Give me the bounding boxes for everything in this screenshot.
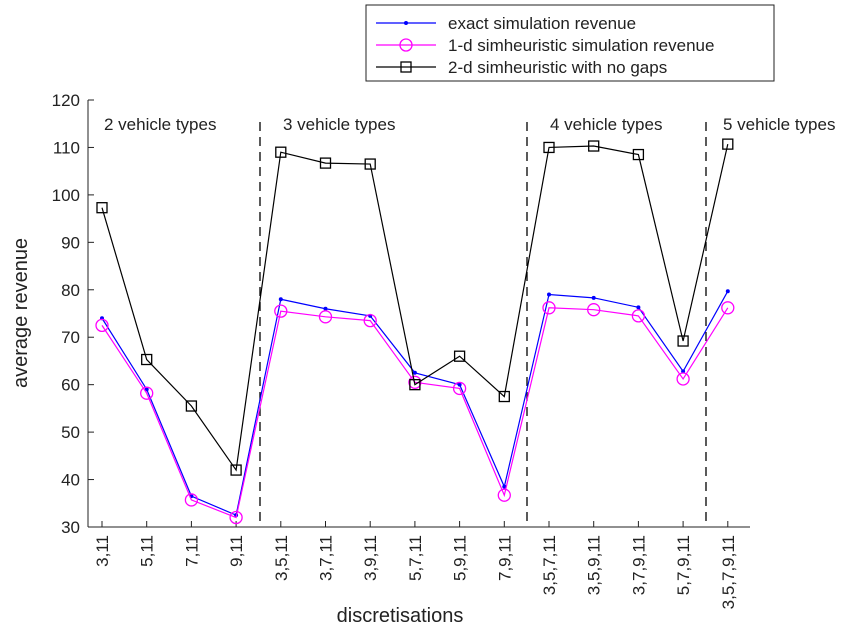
point — [275, 146, 287, 158]
legend: exact simulation revenue 1-d simheuristic… — [365, 4, 775, 82]
point — [591, 295, 596, 300]
y-tick-label: 110 — [53, 138, 80, 157]
legend-label: 2-d simheuristic with no gaps — [448, 58, 667, 77]
point — [404, 21, 408, 25]
point — [498, 390, 510, 403]
x-axis-label: discretisations — [337, 605, 464, 627]
point — [587, 303, 601, 317]
point — [412, 370, 417, 375]
point — [721, 301, 735, 315]
point — [632, 148, 645, 161]
point — [400, 61, 412, 73]
point — [364, 158, 376, 170]
point — [185, 400, 198, 412]
point — [453, 350, 466, 362]
y-axis-label: average revenue — [10, 238, 32, 388]
point — [141, 353, 153, 366]
point — [363, 313, 377, 328]
y-tick-label: 30 — [61, 518, 80, 537]
point — [229, 510, 243, 525]
x-tick-label: 3,5,7,9,11 — [719, 535, 738, 609]
y-tick-label: 90 — [61, 233, 80, 252]
point — [96, 202, 108, 214]
series-line — [101, 143, 729, 472]
x-tick-label: 3,9,11 — [361, 535, 380, 581]
point — [677, 335, 689, 347]
legend-box — [365, 4, 775, 82]
point — [95, 318, 109, 333]
annotation: 3 vehicle types — [283, 115, 395, 134]
annotation: 2 vehicle types — [104, 115, 216, 134]
point — [230, 464, 242, 476]
point — [278, 297, 283, 302]
point — [399, 38, 413, 52]
y-tick-label: 40 — [61, 471, 80, 490]
point — [452, 381, 467, 396]
point — [140, 386, 154, 400]
x-tick-label: 3,5,7,11 — [540, 535, 559, 595]
point — [543, 141, 555, 154]
point — [547, 292, 551, 297]
point — [457, 382, 462, 387]
x-tick-label: 9,11 — [227, 535, 246, 567]
x-tick-label: 5,7,9,11 — [674, 535, 693, 595]
x-tick-label: 3,7,9,11 — [629, 535, 648, 595]
x-tick-label: 5,7,11 — [406, 535, 425, 581]
point — [502, 484, 507, 489]
x-tick-label: 7,11 — [182, 535, 201, 567]
annotation: 5 vehicle types — [723, 115, 835, 134]
point — [676, 372, 690, 386]
point — [274, 304, 288, 318]
group-dividers — [259, 122, 707, 527]
x-tick-label: 3,5,9,11 — [585, 535, 604, 595]
x-tick-label: 3,7,11 — [317, 535, 336, 581]
point — [409, 379, 421, 391]
point — [323, 306, 328, 311]
point — [319, 157, 332, 169]
legend-label: 1-d simheuristic simulation revenue — [448, 36, 714, 55]
y-tick-label: 70 — [61, 328, 80, 347]
y-tick-label: 100 — [52, 186, 80, 205]
point — [542, 301, 556, 315]
point — [144, 387, 149, 392]
y-tick-label: 80 — [61, 281, 80, 300]
point — [497, 488, 511, 502]
x-tick-label: 5,11 — [138, 535, 157, 567]
point — [318, 310, 333, 324]
y-tick-label: 120 — [52, 91, 80, 110]
point — [636, 305, 641, 310]
point — [681, 369, 686, 374]
point — [408, 375, 422, 389]
x-tick-label: 3,5,11 — [272, 535, 291, 581]
annotation: 4 vehicle types — [550, 115, 662, 134]
x-tick-label: 3,11 — [93, 535, 112, 567]
point — [184, 493, 199, 507]
y-tick-label: 60 — [61, 376, 80, 395]
legend-label: exact simulation revenue — [448, 14, 636, 33]
x-tick-label: 7,9,11 — [495, 535, 514, 581]
point — [722, 138, 734, 150]
x-tick-label: 5,9,11 — [451, 535, 470, 581]
y-tick-label: 50 — [61, 423, 80, 442]
point — [725, 289, 730, 294]
point — [588, 140, 600, 152]
point — [631, 309, 646, 323]
